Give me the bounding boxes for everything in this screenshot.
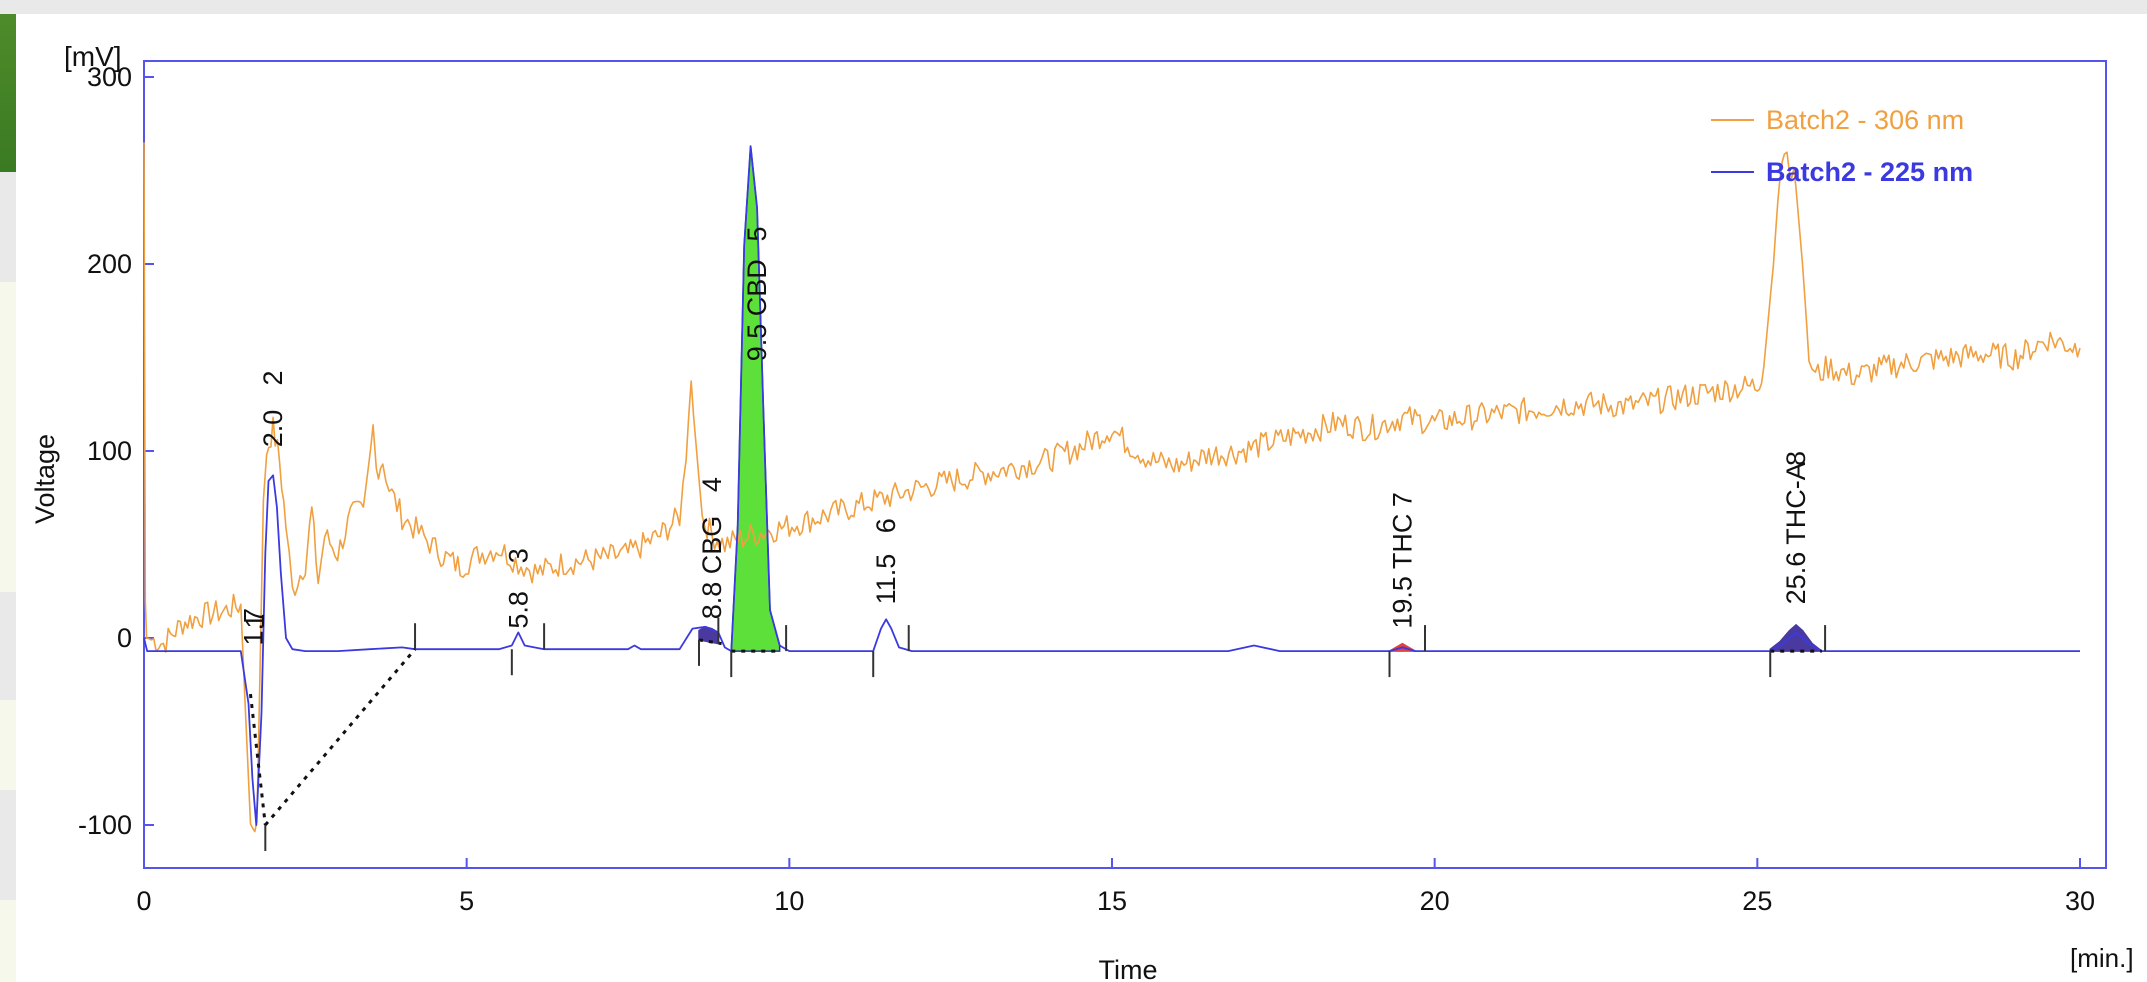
- peak-label: 7: [1387, 492, 1417, 507]
- y-unit-label: [mV]: [64, 41, 122, 72]
- baseline-segment: [248, 693, 267, 826]
- app-sidebar-panel: [0, 282, 16, 592]
- legend-label: Batch2 - 225 nm: [1766, 157, 1973, 187]
- peak-label: 3: [503, 548, 533, 563]
- y-tick-label: 300: [87, 62, 132, 92]
- x-tick-label: 30: [2065, 886, 2095, 916]
- peak-label: 8: [1781, 451, 1811, 466]
- peak-label: 5.8: [503, 591, 533, 629]
- x-tick-label: 15: [1097, 886, 1127, 916]
- peak-label: 2.0: [258, 410, 288, 448]
- peak-label: 5: [742, 227, 772, 242]
- y-tick-label: -100: [78, 810, 132, 840]
- x-tick-label: 5: [459, 886, 474, 916]
- x-tick-label: 25: [1742, 886, 1772, 916]
- peak-markers: [264, 617, 1827, 851]
- integration-baselines: [248, 638, 1822, 826]
- peak-label: 4: [697, 477, 727, 492]
- peak-label: 1: [240, 614, 270, 629]
- peak-label: 6: [871, 518, 901, 533]
- peak-label: 25.6 THC-A: [1781, 462, 1811, 604]
- app-sidebar-panel: [0, 700, 16, 790]
- series-line: [143, 142, 2081, 833]
- chromatogram-chart: 0 5 10 15 20 25 30 -100 0 100 200 300 1.71 2.0 2 5.8 3 8…: [30, 41, 2134, 982]
- x-tick-label: 10: [774, 886, 804, 916]
- legend-label: Batch2 - 306 nm: [1766, 105, 1964, 135]
- chromatogram-panel: 0 5 10 15 20 25 30 -100 0 100 200 300 1.7 1 2.0 2 5.8 3 8…: [16, 14, 2147, 982]
- x-tick-label: 20: [1420, 886, 1450, 916]
- y-tick-label: 100: [87, 436, 132, 466]
- peak-label: 2: [258, 371, 288, 386]
- x-tick-label: 0: [136, 886, 151, 916]
- peak-label: 1.7: [239, 608, 269, 646]
- baseline-segment: [698, 638, 722, 646]
- series-line: [143, 145, 2080, 826]
- app-sidebar-panel: [0, 900, 16, 982]
- y-axis-title: Voltage: [30, 434, 60, 524]
- x-axis-title: Time: [1099, 955, 1158, 982]
- y-tick-label: 0: [117, 623, 132, 653]
- series-lines: [143, 142, 2081, 833]
- peak-label: 9.5 CBD: [742, 259, 772, 361]
- peak-label: 19.5 THC: [1387, 514, 1417, 629]
- peak-label: 11.5: [871, 554, 901, 605]
- legend: Batch2 - 306 nm Batch2 - 225 nm: [1711, 105, 1973, 187]
- peak-labels: 1.71 2.0 2 5.8 3 8.8 CBG 4 9.5 CBD 5 11.5 6 19.5 TH…: [239, 227, 1811, 646]
- y-tick-label: 200: [87, 249, 132, 279]
- baseline-segment: [264, 648, 417, 826]
- x-unit-label: [min.]: [2070, 943, 2134, 973]
- app-sidebar-accent: [0, 14, 16, 172]
- peak-label: 8.8 CBG: [697, 516, 727, 620]
